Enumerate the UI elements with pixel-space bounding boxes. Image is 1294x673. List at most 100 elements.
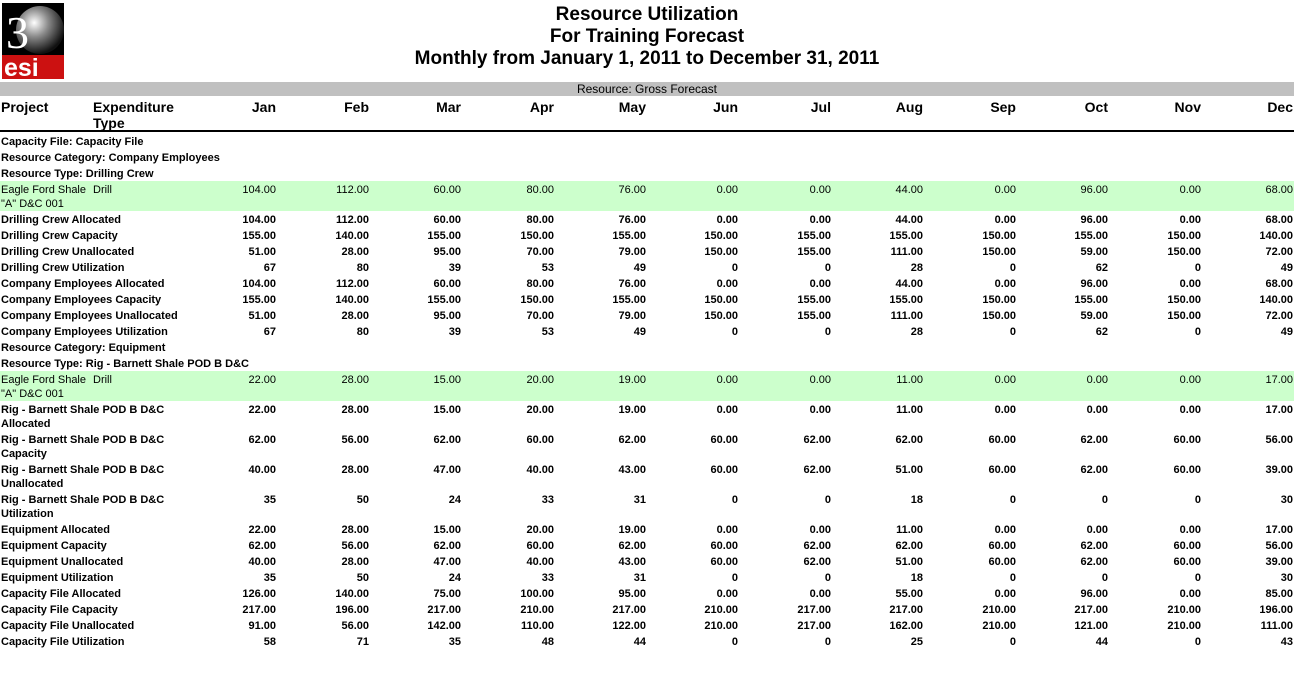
- cell-jul: 62.00: [803, 556, 831, 568]
- cell-may: 155.00: [612, 230, 646, 242]
- summary-row: Drilling Crew Utilization 67 80 39 53 49 0 0 28 0…: [0, 259, 1294, 275]
- cell-mar: 24: [448, 494, 461, 506]
- cell-oct: 59.00: [1080, 246, 1108, 258]
- row-label: Drilling Crew Unallocated: [1, 246, 135, 258]
- cell-dec: 68.00: [1265, 184, 1293, 196]
- cell-nov: 210.00: [1167, 604, 1201, 616]
- cell-jun: 60.00: [710, 434, 738, 446]
- cell-sep: 0.00: [994, 588, 1016, 600]
- row-label: Company Employees Capacity: [1, 294, 162, 306]
- cell-jan: 35: [263, 494, 276, 506]
- summary-row: Drilling Crew Unallocated 51.00 28.00 95.00…: [0, 243, 1294, 259]
- cell-sep: 0.00: [994, 214, 1016, 226]
- summary-row: Drilling Crew Allocated 104.00 112.00 60.00…: [0, 211, 1294, 227]
- col-project: Project: [1, 99, 49, 115]
- cell-jan: 91.00: [248, 620, 276, 632]
- cell-dec: 111.00: [1260, 620, 1293, 632]
- cell-jun: 0.00: [716, 278, 738, 290]
- cell-apr: 20.00: [526, 524, 554, 536]
- col-month-aug: Aug: [895, 99, 923, 115]
- cell-oct: 217.00: [1074, 604, 1108, 616]
- summary-row: Equipment Unallocated 40.00 28.00 47.00 40.0…: [0, 553, 1294, 569]
- cell-mar: 95.00: [433, 246, 461, 258]
- cell-sep: 150.00: [982, 230, 1016, 242]
- row-label: Capacity File Utilization: [1, 636, 125, 648]
- cell-mar: 142.00: [427, 620, 461, 632]
- cell-may: 19.00: [618, 404, 646, 416]
- cell-aug: 155.00: [889, 294, 923, 306]
- cell-sep: 150.00: [982, 294, 1016, 306]
- cell-mar: 217.00: [427, 604, 461, 616]
- cell-jan: 104.00: [242, 214, 276, 226]
- cell-jun: 150.00: [704, 230, 738, 242]
- cell-may: 79.00: [618, 310, 646, 322]
- cell-feb: 56.00: [341, 434, 369, 446]
- cell-may: 62.00: [618, 434, 646, 446]
- cell-jun: 0.00: [716, 588, 738, 600]
- cell-mar: 62.00: [433, 434, 461, 446]
- cell-apr: 80.00: [526, 214, 554, 226]
- cell-feb: 28.00: [341, 464, 369, 476]
- cell-apr: 40.00: [526, 464, 554, 476]
- cell-jan: 35: [263, 572, 276, 584]
- cell-jul: 0: [824, 494, 831, 506]
- cell-oct: 62: [1095, 262, 1108, 274]
- row-expenditure-type: Drill: [93, 184, 112, 196]
- cell-jun: 210.00: [704, 604, 738, 616]
- summary-row: Equipment Allocated 22.00 28.00 15.00 20.00 1…: [0, 521, 1294, 537]
- cell-dec: 49: [1280, 262, 1293, 274]
- cell-apr: 48: [541, 636, 554, 648]
- report-date-range: Monthly from January 1, 2011 to December…: [414, 48, 880, 69]
- cell-apr: 150.00: [520, 294, 554, 306]
- cell-oct: 0: [1101, 572, 1108, 584]
- cell-oct: 62.00: [1080, 464, 1108, 476]
- cell-jul: 155.00: [797, 294, 831, 306]
- cell-sep: 0: [1009, 262, 1016, 274]
- cell-aug: 55.00: [895, 588, 923, 600]
- row-label: Rig - Barnett Shale POD B D&C: [1, 494, 165, 506]
- cell-mar: 60.00: [433, 278, 461, 290]
- cell-dec: 30: [1280, 494, 1293, 506]
- cell-apr: 80.00: [526, 184, 554, 196]
- cell-jul: 155.00: [797, 230, 831, 242]
- cell-nov: 0: [1194, 572, 1201, 584]
- summary-row: Equipment Utilization 35 50 24 33 31 0 0 18 0 0 0 30: [0, 569, 1294, 585]
- cell-oct: 155.00: [1074, 230, 1108, 242]
- col-month-jul: Jul: [810, 99, 831, 115]
- cell-jul: 62.00: [803, 434, 831, 446]
- cell-mar: 35: [448, 636, 461, 648]
- summary-row: Capacity File Utilization 58 71 35 48 44 0 0 25 0…: [0, 633, 1294, 649]
- cell-aug: 62.00: [895, 540, 923, 552]
- col-month-oct: Oct: [1084, 99, 1108, 115]
- row-label: Drilling Crew Capacity: [1, 230, 118, 242]
- cell-nov: 0.00: [1179, 184, 1201, 196]
- cell-mar: 62.00: [433, 540, 461, 552]
- cell-apr: 80.00: [526, 278, 554, 290]
- cell-may: 31: [633, 572, 646, 584]
- row-label-line2: Utilization: [1, 508, 54, 520]
- cell-jun: 0: [731, 326, 738, 338]
- cell-apr: 60.00: [526, 540, 554, 552]
- cell-may: 95.00: [618, 588, 646, 600]
- section-row: Resource Type: Drilling Crew: [0, 165, 1294, 181]
- cell-dec: 68.00: [1265, 214, 1293, 226]
- cell-may: 49: [633, 326, 646, 338]
- cell-jun: 60.00: [710, 540, 738, 552]
- cell-mar: 95.00: [433, 310, 461, 322]
- row-label: Drilling Crew Utilization: [1, 262, 125, 274]
- cell-jan: 22.00: [248, 524, 276, 536]
- cell-jul: 0.00: [809, 524, 831, 536]
- cell-nov: 60.00: [1173, 556, 1201, 568]
- detail-row: Eagle Ford Shale "A" D&C 001 Drill 22.00 28.…: [0, 371, 1294, 401]
- cell-sep: 0.00: [994, 184, 1016, 196]
- cell-aug: 51.00: [895, 464, 923, 476]
- cell-nov: 60.00: [1173, 464, 1201, 476]
- cell-sep: 0.00: [994, 524, 1016, 536]
- cell-mar: 15.00: [433, 404, 461, 416]
- cell-jun: 0: [731, 636, 738, 648]
- cell-nov: 150.00: [1167, 310, 1201, 322]
- cell-jan: 62.00: [248, 434, 276, 446]
- cell-jun: 150.00: [704, 246, 738, 258]
- row-label: Resource Type: Rig - Barnett Shale POD B…: [1, 358, 249, 370]
- column-header: Project Expenditure Type Jan Feb Mar Apr May…: [0, 97, 1294, 132]
